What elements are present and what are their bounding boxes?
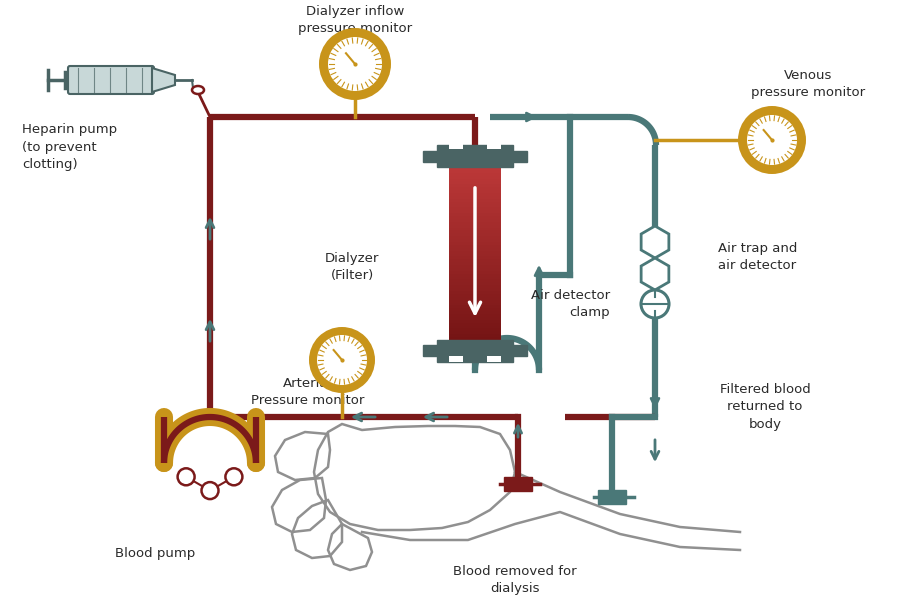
Bar <box>449 320 501 323</box>
Text: Venous
pressure monitor: Venous pressure monitor <box>751 69 865 99</box>
Bar <box>449 190 501 193</box>
Bar <box>449 337 501 340</box>
Bar <box>449 250 501 253</box>
Circle shape <box>641 290 669 318</box>
Bar <box>449 143 463 149</box>
Bar <box>449 210 501 213</box>
Bar <box>423 345 437 356</box>
Bar <box>449 216 501 219</box>
Bar <box>449 262 501 265</box>
Circle shape <box>319 28 391 100</box>
Bar <box>449 173 501 176</box>
Bar <box>449 300 501 303</box>
Bar <box>487 356 501 362</box>
Circle shape <box>225 468 242 485</box>
Bar <box>449 253 501 256</box>
Polygon shape <box>152 68 175 92</box>
Circle shape <box>747 115 797 165</box>
Text: Arterial
Pressure monitor: Arterial Pressure monitor <box>251 377 364 407</box>
Bar <box>449 213 501 216</box>
Bar <box>449 231 501 234</box>
Polygon shape <box>641 258 669 290</box>
Circle shape <box>202 482 219 499</box>
Bar <box>513 345 527 356</box>
Bar <box>513 151 527 162</box>
Bar <box>449 248 501 250</box>
Bar <box>449 245 501 248</box>
Bar <box>449 222 501 225</box>
Bar <box>437 340 513 362</box>
Bar <box>449 242 501 245</box>
Text: Air detector
clamp: Air detector clamp <box>531 289 610 319</box>
Bar <box>449 202 501 205</box>
Bar <box>449 311 501 314</box>
Bar <box>449 317 501 320</box>
Bar <box>449 199 501 202</box>
Bar <box>449 288 501 291</box>
Bar <box>449 236 501 239</box>
Bar <box>449 193 501 196</box>
Text: Heparin pump
(to prevent
clotting): Heparin pump (to prevent clotting) <box>22 123 117 171</box>
Bar <box>449 268 501 271</box>
Bar <box>449 167 501 170</box>
Bar <box>449 256 501 259</box>
Bar <box>449 274 501 276</box>
Bar <box>487 143 501 149</box>
FancyBboxPatch shape <box>68 66 154 94</box>
Bar <box>449 207 501 210</box>
Text: Blood pump: Blood pump <box>115 547 195 560</box>
Text: Dialyzer
(Filter): Dialyzer (Filter) <box>325 252 379 282</box>
Circle shape <box>177 468 194 485</box>
Bar <box>449 356 463 362</box>
Bar <box>449 181 501 184</box>
Bar <box>449 323 501 326</box>
Bar <box>449 265 501 268</box>
Bar <box>449 187 501 190</box>
Circle shape <box>328 37 382 91</box>
Bar <box>449 205 501 207</box>
Bar <box>449 259 501 262</box>
Bar <box>449 308 501 311</box>
Circle shape <box>309 327 375 393</box>
Circle shape <box>738 106 806 174</box>
Bar <box>449 196 501 199</box>
Bar <box>449 234 501 236</box>
Ellipse shape <box>192 86 204 94</box>
Bar <box>449 225 501 228</box>
Bar <box>449 219 501 222</box>
Bar <box>449 303 501 305</box>
Text: Blood removed for
dialysis: Blood removed for dialysis <box>454 565 577 595</box>
Bar <box>449 276 501 279</box>
Text: Air trap and
air detector: Air trap and air detector <box>718 242 797 272</box>
Circle shape <box>317 335 367 385</box>
Text: Filtered blood
returned to
body: Filtered blood returned to body <box>720 383 810 431</box>
Bar <box>504 477 532 491</box>
Bar <box>449 297 501 300</box>
Bar <box>449 334 501 337</box>
Bar <box>449 285 501 288</box>
Bar <box>449 279 501 282</box>
Bar <box>449 305 501 308</box>
Polygon shape <box>641 226 669 258</box>
Bar <box>423 151 437 162</box>
Bar <box>449 314 501 317</box>
Bar <box>449 228 501 231</box>
Bar <box>598 490 626 504</box>
Bar <box>449 282 501 285</box>
Bar <box>449 331 501 334</box>
Bar <box>449 179 501 181</box>
Bar <box>437 145 513 167</box>
Bar <box>449 184 501 187</box>
Bar <box>449 271 501 274</box>
Text: Dialyzer inflow
pressure monitor: Dialyzer inflow pressure monitor <box>298 5 412 36</box>
Bar <box>449 291 501 294</box>
Bar <box>449 170 501 173</box>
Bar <box>449 294 501 297</box>
Bar <box>449 176 501 179</box>
Bar <box>449 326 501 329</box>
Bar <box>449 329 501 331</box>
Bar <box>449 239 501 242</box>
